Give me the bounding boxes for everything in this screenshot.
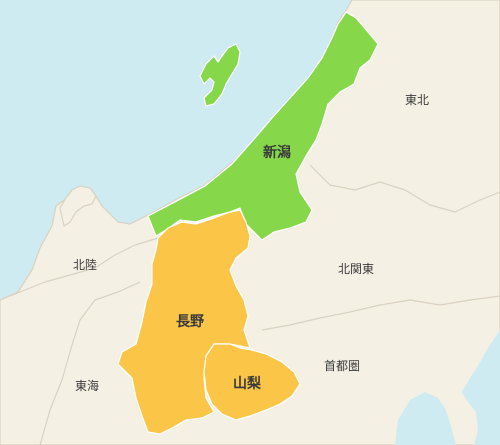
region-label-shutoken: 首都圏 — [324, 359, 360, 373]
noto-peninsula — [59, 185, 97, 227]
border-hokuriku — [0, 237, 159, 301]
region-label-hokuriku: 北陸 — [73, 258, 97, 272]
east-coast-sea — [462, 330, 500, 445]
pref-label-yamanashi: 山梨 — [233, 375, 262, 392]
tokyo-bay — [395, 392, 456, 445]
pref-label-nagano: 長野 — [176, 314, 204, 330]
border-tohoku — [309, 164, 500, 213]
region-label-kitakanto: 北関東 — [338, 262, 374, 276]
region-label-tokai: 東海 — [75, 378, 99, 393]
yamanashi-prefecture[interactable] — [203, 343, 301, 421]
region-label-tohoku: 東北 — [405, 93, 429, 107]
pref-label-niigata: 新潟 — [263, 144, 291, 161]
niigata-prefecture[interactable] — [147, 11, 379, 241]
border-kanto — [261, 295, 500, 331]
sado-island — [199, 43, 241, 107]
border-tokai — [39, 281, 141, 445]
